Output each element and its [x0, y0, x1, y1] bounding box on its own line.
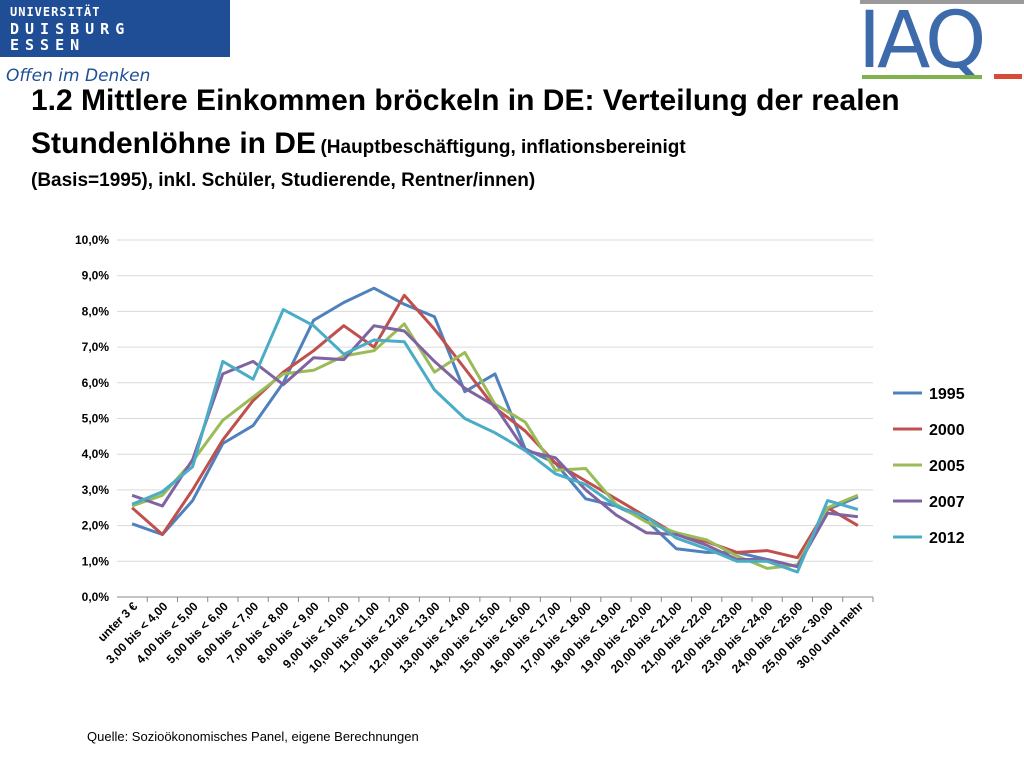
slide-title: 1.2 Mittlere Einkommen bröckeln in DE: V…	[31, 82, 991, 194]
university-logo-line1: UNIVERSITÄT	[10, 5, 101, 19]
legend-label-2000: 2000	[929, 422, 965, 439]
y-tick-label: 8,0%	[82, 304, 110, 318]
y-tick-label: 0,0%	[82, 590, 110, 604]
y-tick-label: 5,0%	[82, 412, 110, 426]
slide-title-line3: (Basis=1995), inkl. Schüler, Studierende…	[31, 170, 536, 191]
legend-label-2012: 2012	[929, 530, 965, 547]
legend-label-1995: 1995	[929, 386, 965, 403]
legend-label-2007: 2007	[929, 494, 965, 511]
y-tick-label: 2,0%	[82, 519, 110, 533]
y-tick-label: 6,0%	[82, 376, 110, 390]
chart-legend: 1995 2000 2005 2007 2012	[893, 386, 965, 547]
y-tick-label: 10,0%	[75, 233, 109, 247]
chart-series	[131, 286, 859, 574]
university-logo: UNIVERSITÄT DUISBURG ESSEN	[0, 0, 230, 57]
series-line-2000	[131, 293, 859, 560]
chart-x-axis: unter 3 €3,00 bis < 4,004,00 bis < 5,005…	[95, 599, 866, 676]
institute-logo-underline	[862, 75, 982, 79]
chart-gridlines	[117, 239, 874, 602]
y-tick-label: 9,0%	[82, 269, 110, 283]
wage-distribution-chart: 0,0% 1,0% 2,0% 3,0% 4,0% 5,0% 6,0% 7,0% 8,0% 9,0%…	[75, 233, 965, 676]
institute-logo-bar	[860, 0, 1024, 4]
slide-title-main: 1.2 Mittlere Einkommen bröckeln in DE: V…	[31, 84, 900, 160]
y-tick-label: 4,0%	[82, 447, 110, 461]
series-line-2007	[131, 324, 859, 569]
series-line-2012	[131, 308, 859, 574]
y-tick-label: 3,0%	[82, 483, 110, 497]
series-line-2005	[131, 322, 859, 570]
chart-y-axis: 0,0% 1,0% 2,0% 3,0% 4,0% 5,0% 6,0% 7,0% 8,0% 9,0%…	[75, 233, 109, 604]
series-line-1995	[131, 286, 859, 569]
source-note: Quelle: Sozioökonomisches Panel, eigene …	[87, 729, 419, 744]
slide-title-sub: (Hauptbeschäftigung, inflationsbereinigt	[320, 137, 686, 158]
y-tick-label: 1,0%	[82, 554, 110, 568]
institute-logo-accent	[994, 74, 1022, 79]
y-tick-label: 7,0%	[82, 340, 110, 354]
university-slogan: Offen im Denken	[6, 66, 151, 86]
legend-label-2005: 2005	[929, 458, 965, 475]
university-logo-line3: ESSEN	[10, 36, 86, 54]
university-logo-line2: DUISBURG	[10, 20, 131, 38]
institute-logo: IAQ	[858, 0, 986, 86]
